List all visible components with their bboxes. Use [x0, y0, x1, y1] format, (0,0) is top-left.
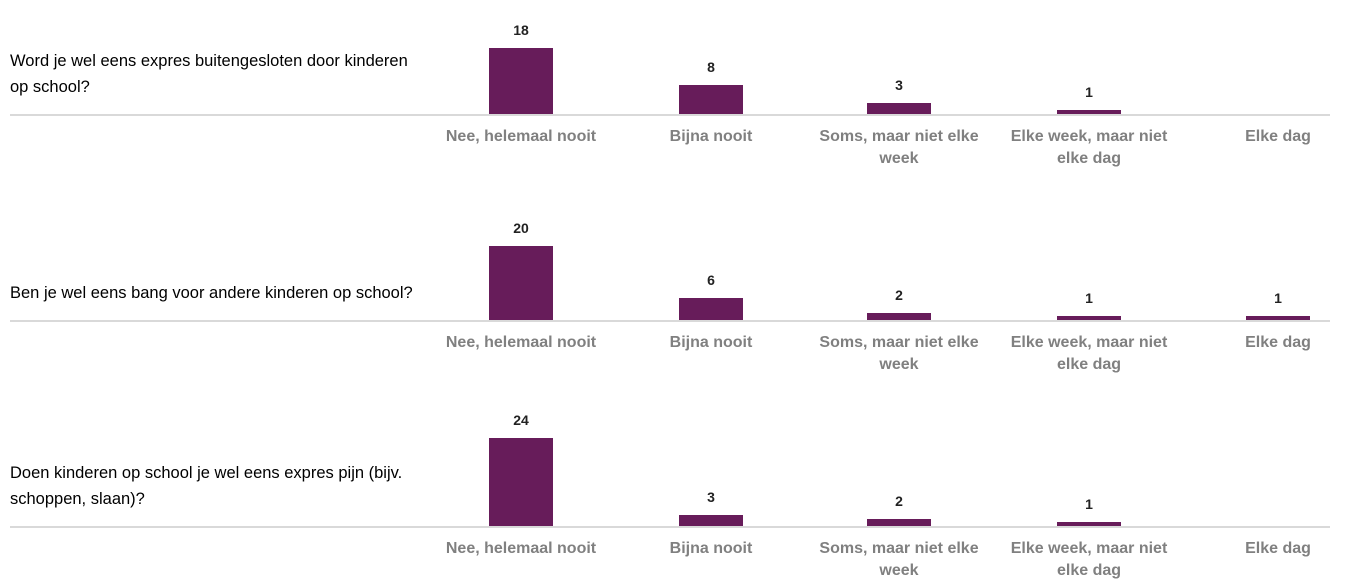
x-tick-label: Elke dag	[1245, 540, 1311, 557]
value-label: 3	[895, 76, 903, 93]
value-label: 1	[1274, 290, 1282, 307]
x-tick-label: Nee, helemaal nooit	[445, 540, 597, 557]
value-label: 20	[513, 220, 529, 237]
bar	[489, 246, 553, 320]
value-label: 2	[895, 492, 903, 509]
x-tick-label: Elke dag	[1245, 334, 1311, 351]
bar	[1246, 316, 1310, 320]
x-tick-label: Soms, maar niet elke week	[819, 334, 979, 373]
bar	[679, 297, 743, 320]
value-label: 24	[513, 411, 529, 428]
bar	[867, 312, 931, 320]
x-tick-label: Bijna nooit	[669, 128, 753, 145]
axis-line	[10, 526, 1330, 528]
x-tick-label: Nee, helemaal nooit	[445, 334, 597, 351]
bar	[489, 437, 553, 526]
x-tick-label: Nee, helemaal nooit	[445, 128, 597, 145]
x-tick-label: Elke week, maar niet elke dag	[1010, 540, 1168, 579]
axis-line	[10, 114, 1330, 116]
value-label: 8	[707, 58, 715, 75]
x-tick-label: Soms, maar niet elke week	[819, 540, 979, 579]
bar	[867, 518, 931, 526]
x-tick-label: Bijna nooit	[669, 540, 753, 557]
bar	[679, 514, 743, 526]
value-label: 18	[513, 21, 529, 38]
question: Doen kinderen op school je wel eens expr…	[10, 464, 403, 508]
value-label: 1	[1085, 496, 1093, 513]
bar	[489, 47, 553, 114]
question: Ben je wel eens bang voor andere kindere…	[10, 284, 413, 302]
value-label: 6	[707, 271, 715, 288]
bar	[679, 84, 743, 114]
value-label: 1	[1085, 290, 1093, 307]
x-tick-label: Elke week, maar niet elke dag	[1010, 334, 1168, 373]
value-label: 2	[895, 286, 903, 303]
value-label: 3	[707, 488, 715, 505]
x-tick-label: Elke dag	[1245, 128, 1311, 145]
bar	[1057, 316, 1121, 320]
bar	[867, 102, 931, 114]
bar	[1057, 522, 1121, 526]
question: Word je wel eens expres buitengesloten d…	[10, 52, 408, 96]
x-tick-label: Bijna nooit	[669, 334, 753, 351]
x-tick-label: Soms, maar niet elke week	[819, 128, 979, 167]
value-label: 1	[1085, 84, 1093, 101]
axis-line	[10, 320, 1330, 322]
bar	[1057, 110, 1121, 114]
x-tick-label: Elke week, maar niet elke dag	[1010, 128, 1168, 167]
